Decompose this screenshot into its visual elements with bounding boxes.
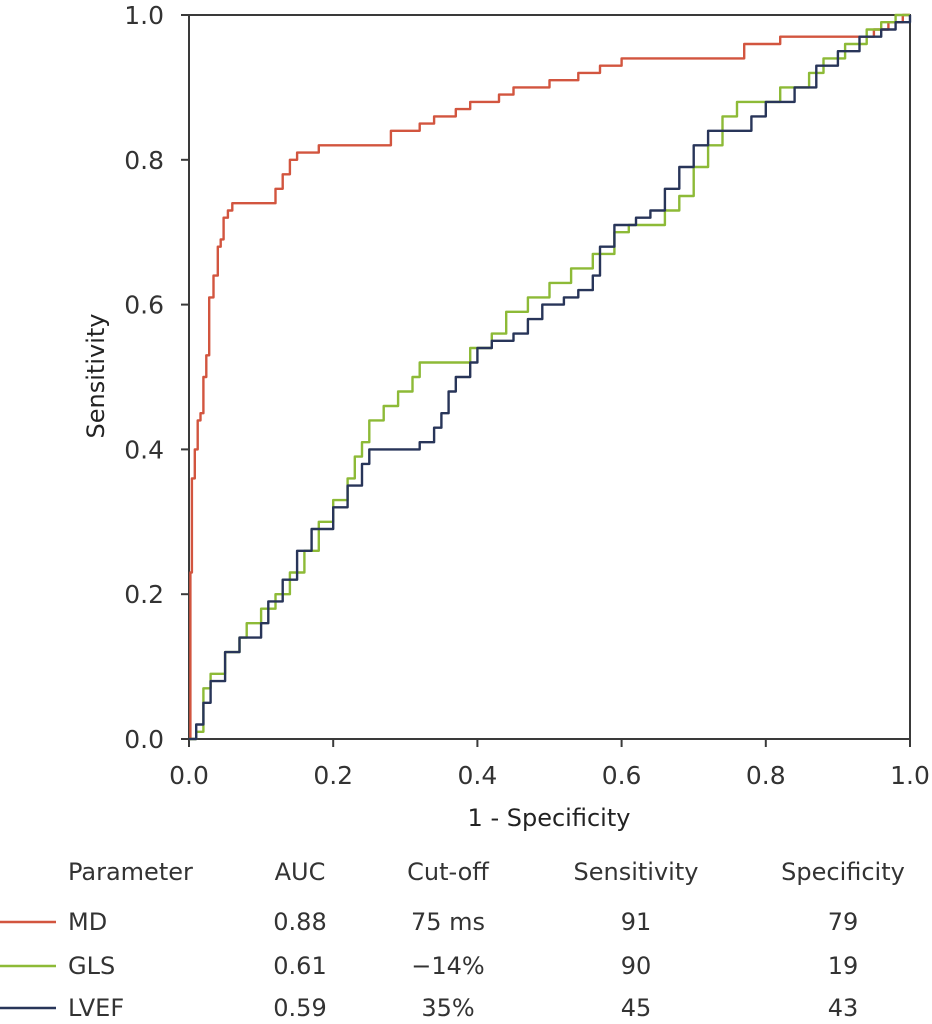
table-cell-auc: 0.59: [273, 994, 326, 1022]
x-tick-label: 0.8: [746, 761, 786, 790]
y-axis: 0.0 0.2 0.4 0.6 0.8 1.0: [124, 1, 189, 754]
summary-table: Parameter AUC Cut-off Sensitivity Specificit…: [0, 858, 905, 1022]
x-tick-label: 1.0: [890, 761, 930, 790]
x-axis: 0.0 0.2 0.4 0.6 0.8 1.0: [169, 739, 930, 790]
table-header-specificity: Specificity: [781, 858, 905, 886]
x-tick-label: 0.0: [169, 761, 209, 790]
x-axis-title: 1 - Specificity: [468, 804, 631, 832]
table-cell-cutoff: −14%: [411, 952, 484, 980]
series-line-md: [189, 13, 910, 741]
y-tick-label: 0.6: [124, 291, 164, 320]
table-cell-sensitivity: 45: [621, 994, 652, 1022]
plot-frame: [188, 14, 911, 740]
roc-curves: [189, 13, 912, 741]
y-tick-label: 0.8: [124, 146, 164, 175]
y-axis-title: Sensitivity: [82, 314, 110, 439]
table-header-parameter: Parameter: [68, 858, 193, 886]
y-tick-label: 0.2: [124, 580, 164, 609]
table-cell-sensitivity: 91: [621, 908, 652, 936]
table-cell-cutoff: 35%: [421, 994, 474, 1022]
series-line-lvef: [189, 15, 912, 741]
table-cell-parameter: MD: [68, 908, 107, 936]
x-tick-label: 0.6: [602, 761, 642, 790]
table-cell-specificity: 79: [828, 908, 859, 936]
table-cell-auc: 0.88: [273, 908, 326, 936]
table-cell-parameter: GLS: [68, 952, 115, 980]
x-tick-label: 0.2: [313, 761, 353, 790]
table-cell-auc: 0.61: [273, 952, 326, 980]
table-cell-specificity: 19: [828, 952, 859, 980]
series-line-gls: [189, 13, 910, 741]
y-tick-label: 0.4: [124, 435, 164, 464]
table-cell-cutoff: 75 ms: [411, 908, 485, 936]
table-header-sensitivity: Sensitivity: [574, 858, 699, 886]
x-tick-label: 0.4: [458, 761, 498, 790]
table-cell-sensitivity: 90: [621, 952, 652, 980]
table-cell-parameter: LVEF: [68, 994, 124, 1022]
table-header-auc: AUC: [275, 858, 326, 886]
y-tick-label: 1.0: [124, 1, 164, 30]
table-cell-specificity: 43: [828, 994, 859, 1022]
plot-border: [188, 14, 911, 740]
table-header-cutoff: Cut-off: [407, 858, 489, 886]
y-tick-label: 0.0: [124, 725, 164, 754]
